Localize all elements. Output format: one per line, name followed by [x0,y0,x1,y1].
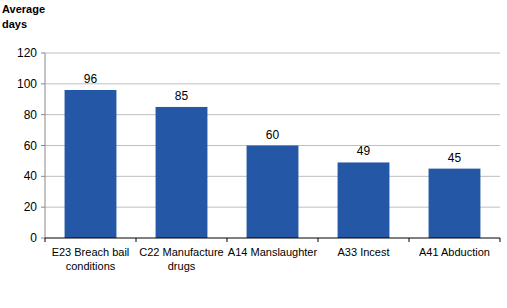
chart-container: 0 20 40 60 80 100 120 96 85 60 49 45 E23 Breach bail… [0,0,507,308]
data-label: 60 [266,128,280,142]
data-label: 85 [175,89,189,103]
y-tick-label: 120 [17,46,37,60]
x-tick [409,238,410,242]
bar [429,169,481,238]
grid [41,53,500,238]
y-tick-label: 0 [30,231,37,245]
x-tick-label: A14 Manslaughter [228,246,318,258]
x-axis [45,238,500,239]
data-label: 45 [448,151,462,165]
data-label: 96 [84,72,98,86]
y-tick [41,145,45,146]
y-tick [41,176,45,177]
y-axis-label: Averagedays [2,3,45,30]
bar [156,107,208,238]
y-tick [41,83,45,84]
x-tick [500,238,501,242]
y-tick [41,207,45,208]
grid-line [45,83,500,84]
y-tick [41,114,45,115]
x-tick [318,238,319,242]
x-tick-label: A33 Incest [338,246,390,258]
y-tick-label: 100 [17,77,37,91]
y-tick-label: 80 [24,108,38,122]
grid-line [45,53,500,54]
x-tick [45,238,46,242]
x-tick [227,238,228,242]
x-tick-label: E23 Breach bailconditions [52,246,130,272]
x-tick-label: C22 Manufacturedrugs [139,246,223,272]
bar [247,146,299,239]
y-tick-label: 60 [24,139,38,153]
bars [65,90,481,238]
bar [65,90,117,238]
y-tick-label: 40 [24,169,38,183]
data-label: 49 [357,144,371,158]
y-tick-label: 20 [24,200,38,214]
y-tick [41,238,45,239]
y-axis [45,53,46,238]
x-tick [136,238,137,242]
y-tick [41,53,45,54]
x-tick-label: A41 Abduction [419,246,490,258]
chart-svg: 0 20 40 60 80 100 120 96 85 60 49 45 E23 Breach bail… [0,0,507,308]
bar [338,162,390,238]
